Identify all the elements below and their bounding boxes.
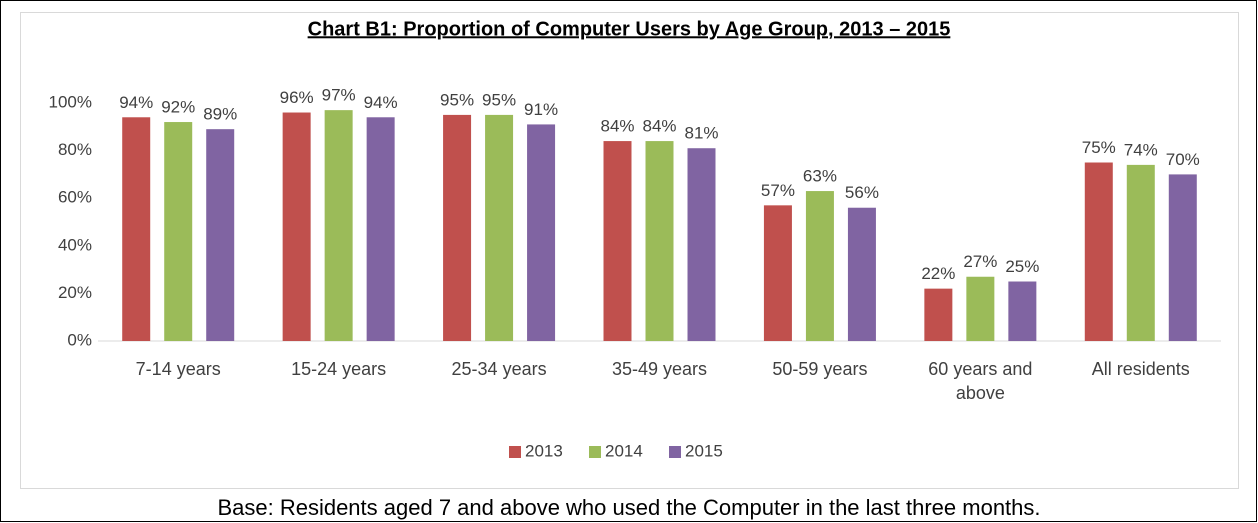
x-tick-label: 25-34 years <box>451 359 547 379</box>
bar <box>1008 281 1037 341</box>
y-tick-label: 80% <box>58 140 92 159</box>
y-tick-label: 100% <box>49 92 92 111</box>
bar <box>805 191 834 341</box>
value-label: 84% <box>600 117 634 136</box>
bar <box>1126 164 1155 341</box>
bar <box>687 148 716 341</box>
x-tick-label: All residents <box>1091 359 1190 379</box>
bar <box>164 122 193 341</box>
value-label: 91% <box>524 100 558 119</box>
bar <box>924 288 953 341</box>
value-label: 75% <box>1082 138 1116 157</box>
bar <box>122 117 151 341</box>
bar <box>443 114 472 342</box>
value-label: 97% <box>322 86 356 105</box>
x-tick-label: 50-59 years <box>772 359 868 379</box>
bar <box>645 141 674 341</box>
y-tick-label: 0% <box>67 330 92 349</box>
value-label: 96% <box>280 88 314 107</box>
chart-title: Chart B1: Proportion of Computer Users b… <box>308 18 951 40</box>
legend-label: 2013 <box>525 441 563 460</box>
legend-swatch <box>669 446 681 458</box>
bar <box>527 124 556 341</box>
value-label: 94% <box>364 93 398 112</box>
value-label: 27% <box>963 252 997 271</box>
footnote: Base: Residents aged 7 and above who use… <box>217 495 1040 520</box>
value-label: 92% <box>161 98 195 117</box>
legend-label: 2015 <box>685 441 723 460</box>
bar <box>485 114 514 342</box>
bar <box>282 112 311 342</box>
value-label: 89% <box>203 105 237 124</box>
y-tick-label: 60% <box>58 188 92 207</box>
value-label: 95% <box>440 90 474 109</box>
bar <box>1168 174 1197 341</box>
bar <box>847 207 876 341</box>
value-label: 57% <box>761 181 795 200</box>
x-tick-label: 35-49 years <box>611 359 708 379</box>
value-label: 74% <box>1124 140 1158 159</box>
bar <box>1084 162 1113 341</box>
value-label: 22% <box>921 264 955 283</box>
value-label: 84% <box>642 117 676 136</box>
y-tick-label: 40% <box>58 235 92 254</box>
x-tick-label: 60 years and above <box>928 359 1033 403</box>
value-label: 81% <box>684 124 718 143</box>
bar <box>206 129 235 341</box>
bar <box>366 117 395 341</box>
value-label: 70% <box>1166 150 1200 169</box>
value-label: 25% <box>1005 257 1039 276</box>
legend-label: 2014 <box>605 441 643 460</box>
legend-swatch <box>509 446 521 458</box>
bar <box>603 141 632 341</box>
bar <box>324 110 353 341</box>
x-tick-label: 7-14 years <box>135 359 221 379</box>
bar <box>966 276 995 341</box>
value-label: 95% <box>482 90 516 109</box>
bar <box>763 205 792 341</box>
x-tick-label: 15-24 years <box>291 359 387 379</box>
chart-frame <box>20 12 1239 489</box>
value-label: 63% <box>803 167 837 186</box>
value-label: 94% <box>119 93 153 112</box>
y-tick-label: 20% <box>58 283 92 302</box>
value-label: 56% <box>845 183 879 202</box>
legend-swatch <box>589 446 601 458</box>
